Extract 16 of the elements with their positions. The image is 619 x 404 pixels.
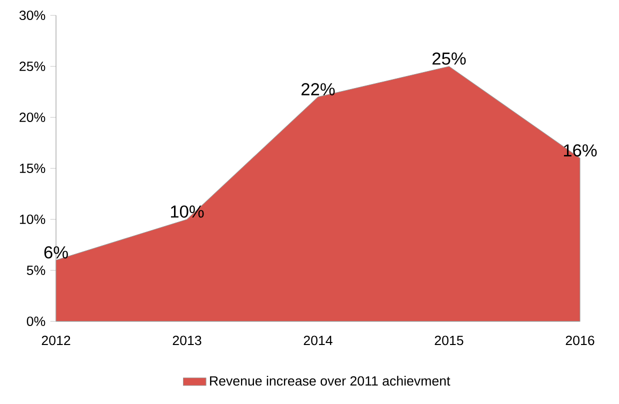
x-tick-label: 2016: [566, 336, 594, 346]
y-tick-label: 5%: [26, 266, 46, 276]
x-tick-label: 2014: [304, 336, 332, 346]
y-tick-label: 30%: [19, 10, 46, 20]
x-tick-label: 2013: [172, 336, 202, 346]
data-label: 6%: [44, 246, 68, 259]
y-tick-label: 25%: [20, 62, 46, 72]
y-tick-label: 20%: [20, 112, 46, 122]
x-tick-label: 2015: [434, 336, 464, 346]
legend-label: Revenue increase over 2011 achievment: [210, 376, 450, 386]
x-tick-label: 2012: [42, 336, 70, 346]
y-tick-label: 0%: [26, 316, 46, 326]
data-label: 25%: [432, 52, 466, 65]
y-tick-label: 15%: [20, 164, 46, 174]
data-label: 22%: [302, 83, 335, 96]
y-tick-label: 10%: [20, 214, 46, 224]
